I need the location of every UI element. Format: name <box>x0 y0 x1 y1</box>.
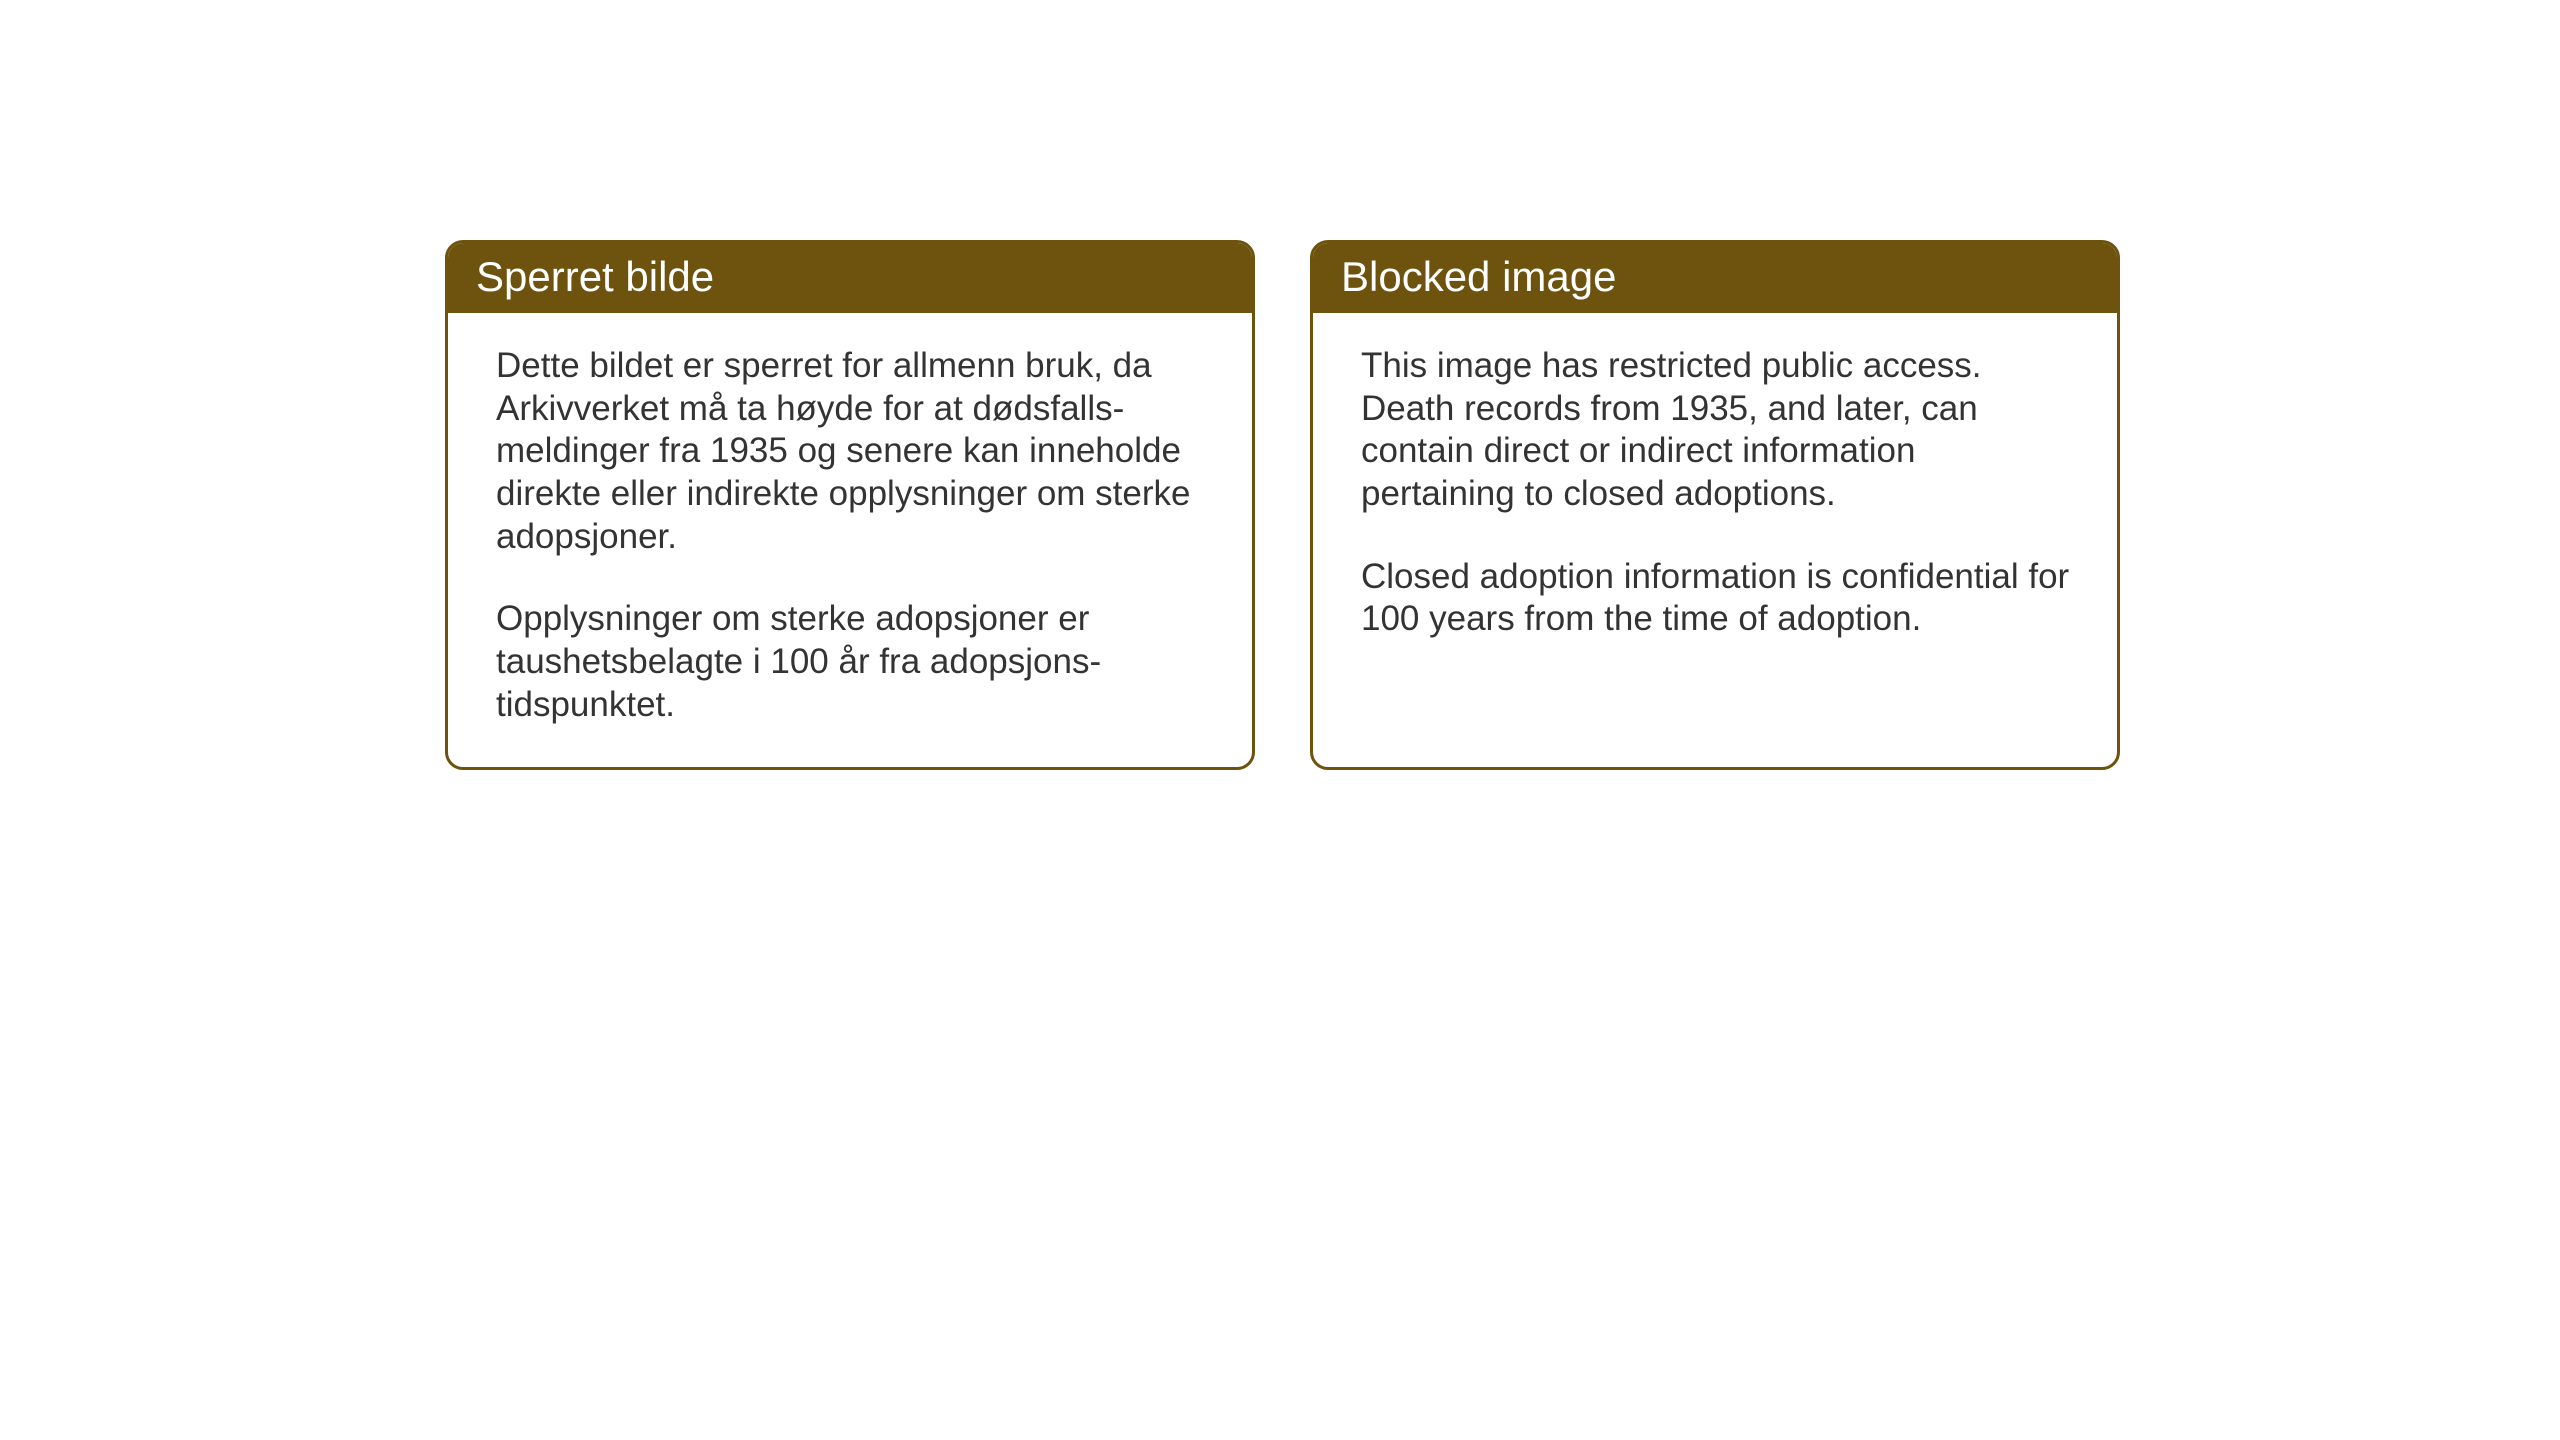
norwegian-notice-card: Sperret bilde Dette bildet er sperret fo… <box>445 240 1255 770</box>
english-paragraph-2: Closed adoption information is confident… <box>1361 556 2077 641</box>
norwegian-paragraph-2: Opplysninger om sterke adopsjoner er tau… <box>496 598 1212 726</box>
norwegian-card-body: Dette bildet er sperret for allmenn bruk… <box>448 313 1252 767</box>
notice-cards-container: Sperret bilde Dette bildet er sperret fo… <box>445 240 2120 770</box>
english-notice-card: Blocked image This image has restricted … <box>1310 240 2120 770</box>
norwegian-card-title: Sperret bilde <box>448 243 1252 313</box>
english-card-title: Blocked image <box>1313 243 2117 313</box>
english-card-body: This image has restricted public access.… <box>1313 313 2117 681</box>
english-paragraph-1: This image has restricted public access.… <box>1361 345 2077 516</box>
norwegian-paragraph-1: Dette bildet er sperret for allmenn bruk… <box>496 345 1212 558</box>
